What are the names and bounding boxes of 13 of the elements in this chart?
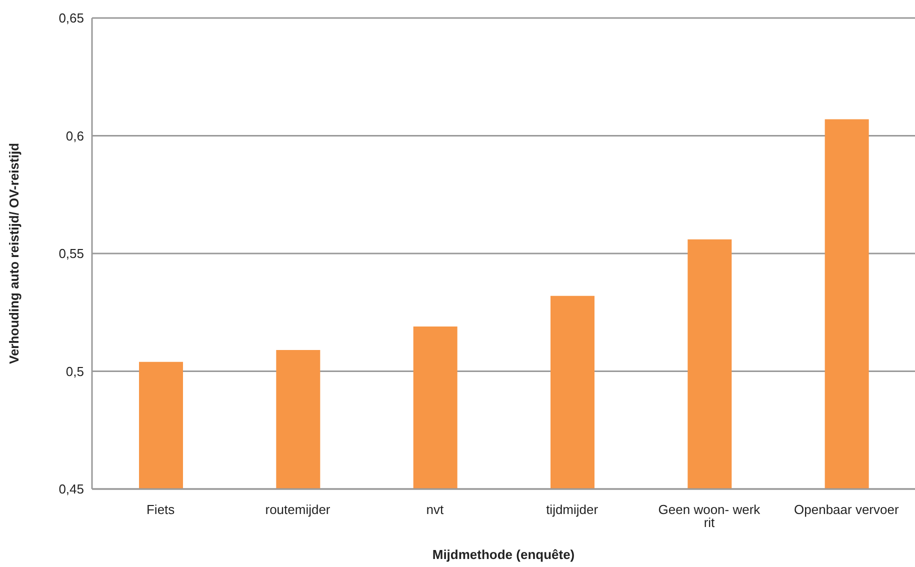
x-tick-label: Openbaar vervoer (794, 502, 900, 518)
x-tick-label: routemijder (265, 502, 331, 518)
x-axis-title: Mijdmethode (enquête) (432, 547, 575, 562)
x-tick-label: nvt (426, 502, 444, 518)
y-tick-label: 0,5 (66, 364, 84, 379)
y-tick-label: 0,6 (66, 128, 84, 144)
x-tick-label: tijdmijder (546, 502, 599, 518)
y-tick-label: 0,65 (58, 10, 84, 26)
y-tick-label: 0,55 (58, 246, 84, 262)
x-tick-label: Fiets (146, 502, 176, 518)
y-tick-label: 0,45 (58, 482, 84, 497)
x-tick-label: Geen woon- werk rit (658, 502, 761, 530)
y-axis-title: Verhouding auto reistijd/ OV-reistijd (6, 142, 22, 364)
